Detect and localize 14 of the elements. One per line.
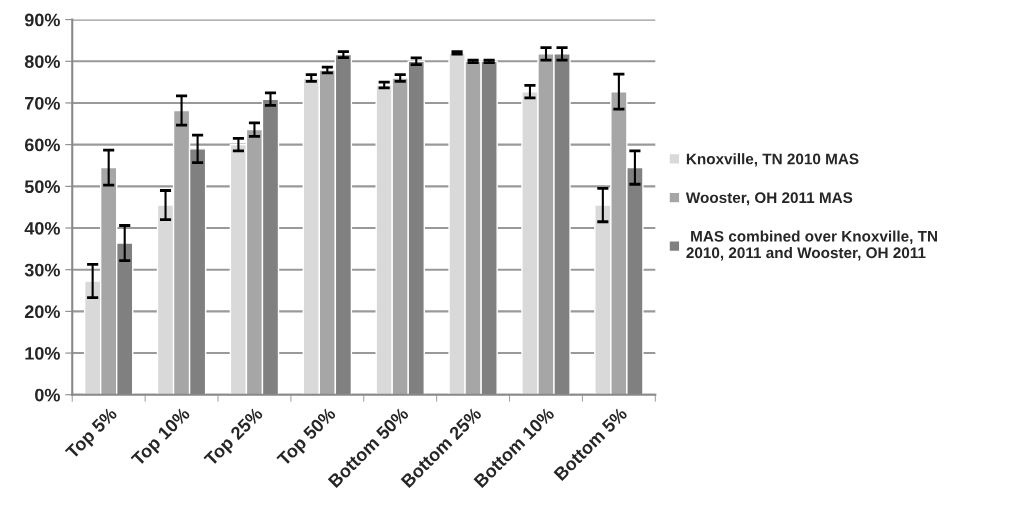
y-tick-label: 80% (24, 55, 60, 69)
y-tick-label: 70% (25, 96, 60, 110)
y-tick-label: 50% (24, 180, 60, 194)
y-tick-label: 0% (35, 388, 60, 402)
legend-label: Wooster, OH 2011 MAS (685, 192, 853, 206)
y-tick-label: 60% (24, 138, 60, 152)
y-tick-label: 30% (24, 263, 60, 277)
y-tick-label: 10% (25, 346, 60, 360)
legend-label: Knoxville, TN 2010 MAS (686, 153, 859, 167)
legend-label: MAS combined over Knoxville, TN 2010, 2011 and Wooster, OH 2011 (686, 230, 937, 261)
y-tick-label: 90% (24, 13, 60, 27)
y-tick-label: 40% (24, 221, 60, 235)
x-tick-label: Top 5% (64, 406, 121, 463)
y-tick-label: 20% (24, 305, 60, 319)
